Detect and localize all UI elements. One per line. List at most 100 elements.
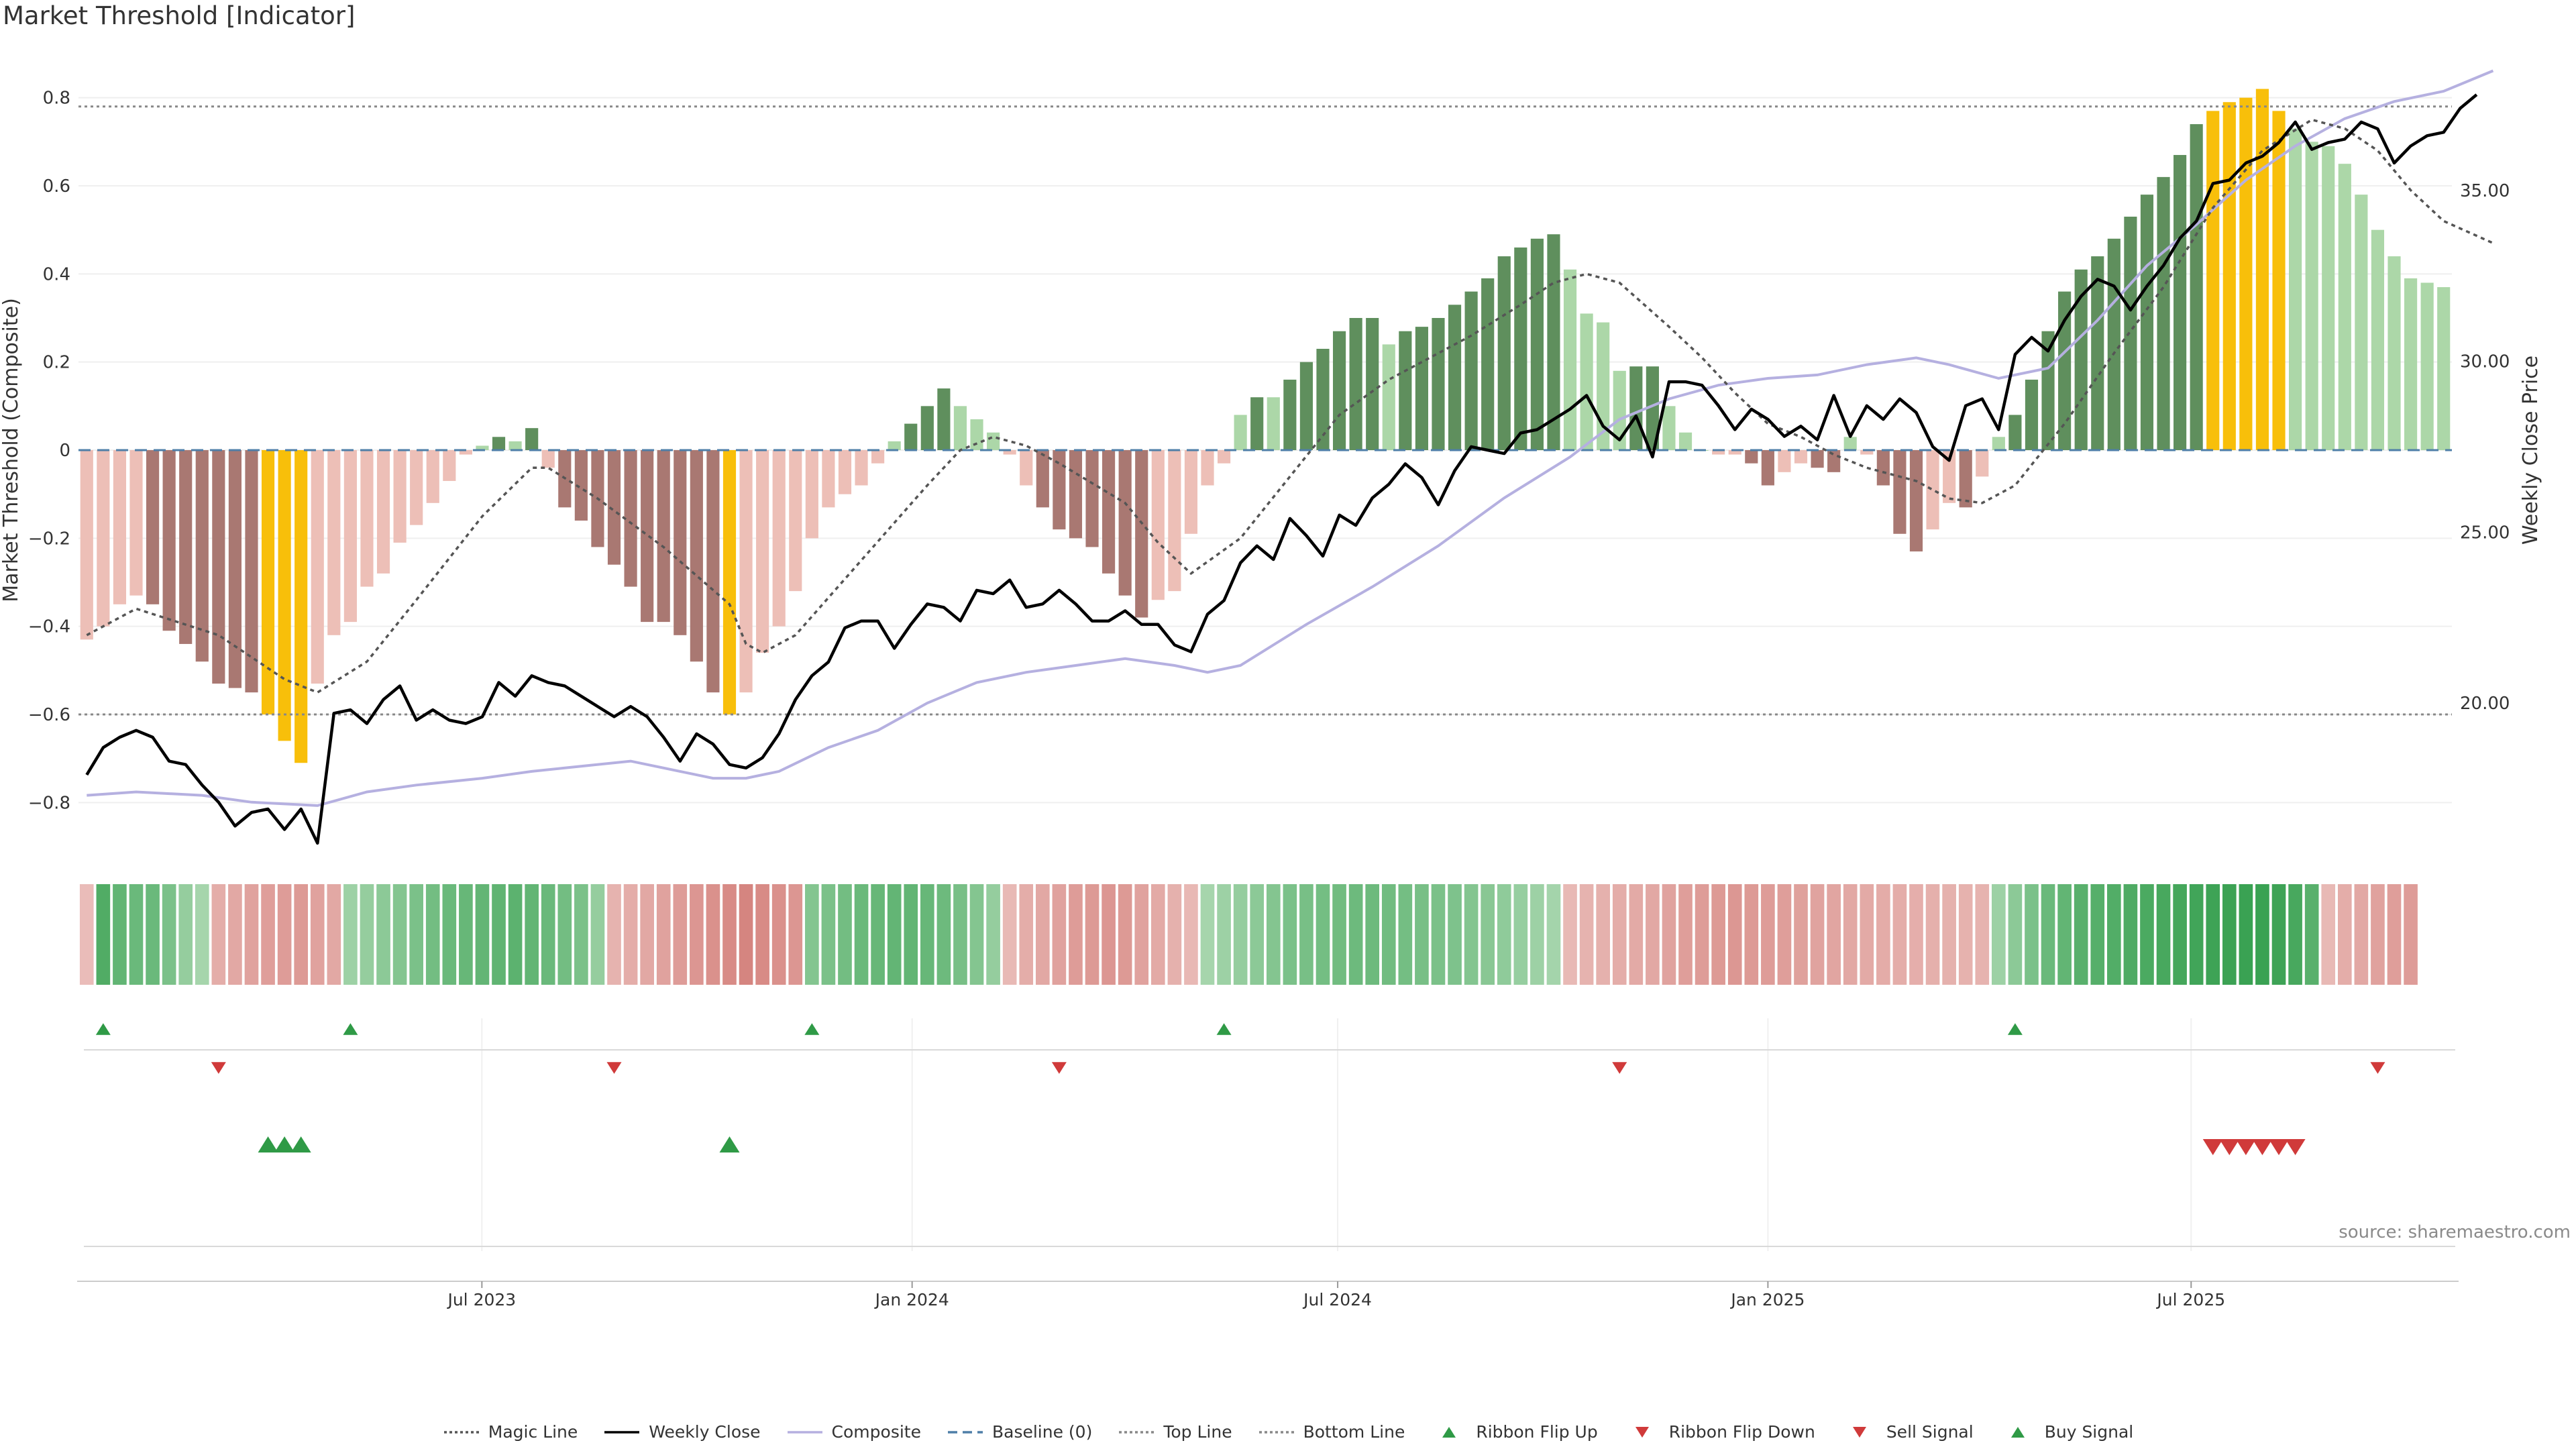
ribbon-cell bbox=[1381, 884, 1396, 985]
legend-label: Baseline (0) bbox=[991, 1422, 1093, 1442]
threshold-bar bbox=[1580, 313, 1593, 450]
ribbon-cell bbox=[392, 884, 407, 985]
threshold-bar bbox=[2157, 176, 2170, 450]
ribbon-cell bbox=[2090, 884, 2105, 985]
threshold-bar bbox=[228, 450, 241, 688]
ribbon-cell bbox=[1316, 884, 1330, 985]
y-tick-label: −0.2 bbox=[28, 529, 70, 549]
y-axis-label-right: Weekly Close Price bbox=[2519, 356, 2542, 545]
threshold-bar bbox=[1959, 450, 1972, 508]
threshold-bar bbox=[2206, 111, 2220, 450]
y-tick-label: 0.6 bbox=[43, 176, 70, 197]
threshold-bar bbox=[1646, 366, 1659, 450]
ribbon-cell bbox=[706, 884, 720, 985]
ribbon-cell bbox=[1892, 884, 1907, 985]
threshold-bar bbox=[2107, 238, 2121, 450]
threshold-bar bbox=[278, 450, 291, 741]
ribbon-cell bbox=[2025, 884, 2039, 985]
threshold-bar bbox=[2058, 291, 2072, 450]
ribbon-cell bbox=[1711, 884, 1725, 985]
x-tick-label: Jul 2024 bbox=[1302, 1290, 1372, 1309]
threshold-bar bbox=[1053, 450, 1066, 530]
ribbon-cell bbox=[788, 884, 803, 985]
ribbon-cell bbox=[1563, 884, 1577, 985]
y-tick-label: 0.8 bbox=[43, 89, 70, 109]
threshold-bar bbox=[1712, 450, 1725, 455]
threshold-bar bbox=[690, 450, 703, 662]
threshold-bar bbox=[2371, 229, 2385, 450]
threshold-bar bbox=[459, 450, 472, 455]
threshold-bar bbox=[1399, 331, 1412, 450]
threshold-bar bbox=[1629, 366, 1643, 450]
ribbon-cell bbox=[2255, 884, 2269, 985]
triangle-down-icon bbox=[1635, 1426, 1649, 1438]
ribbon-cell bbox=[376, 884, 390, 985]
threshold-bar bbox=[805, 450, 818, 539]
ribbon-cell bbox=[1052, 884, 1067, 985]
legend-label: Ribbon Flip Down bbox=[1668, 1422, 1815, 1442]
ribbon-cell bbox=[2222, 884, 2237, 985]
ribbon-cell bbox=[310, 884, 325, 985]
ribbon-flip-up-marker bbox=[95, 1023, 111, 1035]
main-gridlines bbox=[78, 97, 2452, 804]
ribbon-cell bbox=[623, 884, 638, 985]
ribbon-cell bbox=[1827, 884, 1841, 985]
ribbon-cell bbox=[459, 884, 473, 985]
ribbon-cell bbox=[1167, 884, 1182, 985]
ribbon-cell bbox=[656, 884, 671, 985]
ribbon-cell bbox=[1513, 884, 1528, 985]
ribbon-cell bbox=[2354, 884, 2369, 985]
legend-item: Sell Signal bbox=[1841, 1422, 1974, 1442]
ribbon-cell bbox=[1085, 884, 1099, 985]
threshold-bar bbox=[1283, 379, 1297, 450]
threshold-bar bbox=[1201, 450, 1214, 486]
ribbon-cell bbox=[1860, 884, 1874, 985]
legend-label: Top Line bbox=[1163, 1422, 1232, 1442]
ribbon-cell bbox=[1794, 884, 1808, 985]
threshold-bar bbox=[674, 450, 687, 635]
threshold-bar bbox=[822, 450, 835, 508]
solid-line-icon bbox=[604, 1430, 640, 1434]
ribbon-cell bbox=[360, 884, 374, 985]
ribbon-cell bbox=[557, 884, 572, 985]
legend-label: Composite bbox=[831, 1422, 921, 1442]
chart-title: Market Threshold [Indicator] bbox=[3, 1, 356, 30]
triangle-up-icon bbox=[2010, 1426, 2025, 1438]
ribbon-cell bbox=[1217, 884, 1231, 985]
threshold-bar bbox=[1432, 318, 1445, 450]
threshold-bar bbox=[129, 450, 143, 596]
ribbon-cell bbox=[1299, 884, 1313, 985]
threshold-bar bbox=[443, 450, 456, 481]
x-tick-label: Jan 2025 bbox=[1729, 1290, 1805, 1309]
threshold-bar bbox=[953, 406, 967, 450]
threshold-bar bbox=[1728, 450, 1741, 455]
threshold-bar bbox=[1250, 397, 1264, 450]
threshold-bar bbox=[2338, 164, 2351, 450]
threshold-bar bbox=[970, 419, 983, 450]
threshold-bar bbox=[1085, 450, 1099, 547]
ribbon-cell bbox=[755, 884, 769, 985]
threshold-bar bbox=[2140, 195, 2154, 450]
threshold-bar bbox=[311, 450, 324, 684]
ribbon-cell bbox=[722, 884, 737, 985]
composite-line bbox=[87, 69, 2494, 807]
threshold-bar bbox=[1184, 450, 1198, 534]
legend-label: Sell Signal bbox=[1886, 1422, 1974, 1442]
threshold-bar bbox=[162, 450, 176, 631]
threshold-bar bbox=[376, 450, 390, 574]
threshold-bar bbox=[722, 450, 737, 714]
threshold-bar bbox=[1464, 291, 1478, 450]
threshold-bar bbox=[937, 388, 951, 450]
legend-item: Ribbon Flip Up bbox=[1430, 1422, 1598, 1442]
ribbon-cell bbox=[2271, 884, 2286, 985]
threshold-bar bbox=[1547, 234, 1560, 450]
threshold-bar bbox=[2190, 124, 2203, 451]
threshold-bar bbox=[2255, 89, 2269, 451]
ribbon-cell bbox=[739, 884, 753, 985]
ribbon-cell bbox=[1365, 884, 1380, 985]
ribbon-cell bbox=[2337, 884, 2352, 985]
ribbon-cell bbox=[1002, 884, 1017, 985]
ribbon-cell bbox=[969, 884, 984, 985]
threshold-bar bbox=[772, 450, 786, 627]
y-tick-label: 0.4 bbox=[43, 264, 70, 284]
